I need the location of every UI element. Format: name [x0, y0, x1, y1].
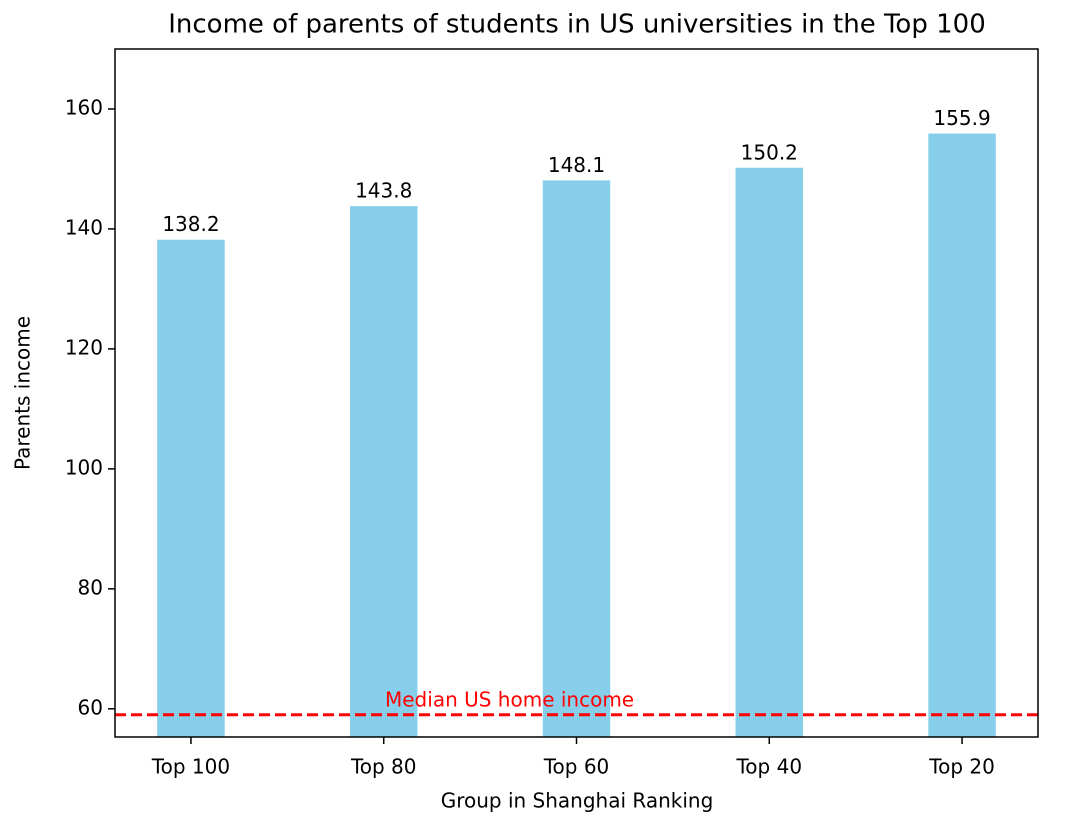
x-axis-label: Group in Shanghai Ranking	[441, 789, 714, 813]
y-tick-label: 80	[78, 575, 103, 599]
chart-title: Income of parents of students in US univ…	[168, 10, 986, 40]
x-tick-label: Top 100	[151, 755, 230, 779]
y-axis-label: Parents income	[11, 316, 35, 470]
x-tick-label: Top 40	[735, 755, 802, 779]
y-tick-label: 100	[65, 455, 103, 479]
y-tick-label: 120	[65, 335, 103, 359]
bar	[542, 180, 611, 737]
x-tick-label: Top 60	[543, 755, 610, 779]
reference-label: Median US home income	[385, 687, 634, 711]
bar	[928, 133, 996, 737]
bar	[735, 167, 804, 737]
bar	[157, 239, 225, 737]
data-label: 143.8	[355, 179, 412, 203]
data-label: 148.1	[548, 153, 605, 177]
data-label: 138.2	[162, 212, 219, 236]
bar	[349, 206, 418, 738]
x-tick-label: Top 80	[350, 755, 417, 779]
x-tick-label: Top 20	[928, 755, 995, 779]
plot-frame	[114, 48, 1039, 738]
data-label: 150.2	[741, 140, 798, 164]
data-label: 155.9	[933, 106, 990, 130]
y-tick-label: 140	[65, 215, 103, 239]
y-tick-label: 60	[78, 695, 103, 719]
y-tick-label: 160	[65, 95, 103, 119]
